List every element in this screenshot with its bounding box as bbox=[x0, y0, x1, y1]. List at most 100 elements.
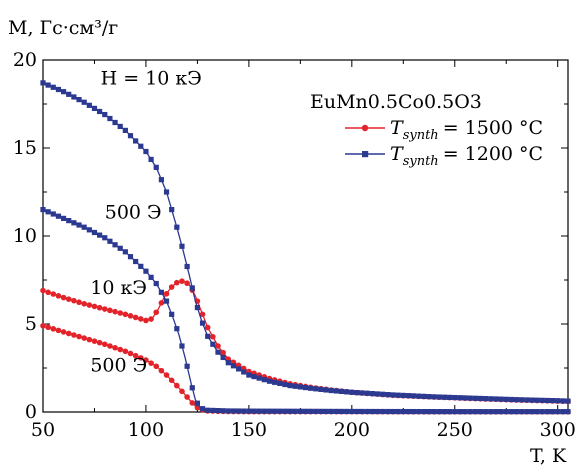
legend-title: EuMn0.5Co0.5O3 bbox=[310, 91, 482, 113]
data-point bbox=[256, 408, 262, 414]
data-point bbox=[112, 242, 118, 248]
data-point bbox=[107, 307, 113, 314]
data-point bbox=[91, 303, 98, 310]
data-point bbox=[400, 392, 406, 399]
data-point bbox=[76, 222, 82, 228]
x-tick-label: 100 bbox=[128, 419, 164, 441]
data-point bbox=[168, 377, 175, 384]
data-point bbox=[86, 227, 92, 233]
data-point bbox=[241, 369, 247, 375]
data-point bbox=[416, 393, 422, 399]
data-point bbox=[549, 398, 556, 404]
data-point bbox=[483, 409, 489, 415]
data-point bbox=[519, 409, 525, 415]
data-point bbox=[168, 284, 175, 290]
data-point bbox=[323, 387, 329, 393]
data-point bbox=[184, 363, 190, 369]
data-point bbox=[40, 322, 46, 329]
data-point bbox=[189, 285, 195, 291]
data-point bbox=[380, 408, 386, 415]
data-point bbox=[354, 408, 360, 415]
series-3 bbox=[40, 207, 571, 415]
data-point bbox=[529, 397, 535, 403]
data-point bbox=[544, 409, 551, 415]
data-point bbox=[380, 391, 386, 397]
data-point bbox=[143, 357, 149, 363]
data-point bbox=[86, 336, 93, 343]
data-point bbox=[133, 258, 139, 265]
data-point bbox=[65, 330, 72, 337]
data-point bbox=[138, 263, 144, 269]
data-point bbox=[555, 398, 561, 404]
data-point bbox=[364, 390, 370, 396]
data-point bbox=[529, 409, 535, 415]
data-point bbox=[565, 398, 571, 404]
data-point bbox=[50, 211, 56, 217]
data-point bbox=[266, 408, 273, 414]
data-point bbox=[132, 314, 139, 321]
data-point bbox=[86, 102, 92, 108]
data-point bbox=[488, 396, 494, 402]
data-point bbox=[416, 408, 422, 415]
data-point bbox=[86, 302, 93, 308]
series-line bbox=[42, 209, 568, 413]
data-point bbox=[220, 408, 226, 414]
data-point bbox=[251, 408, 257, 414]
data-point bbox=[60, 294, 67, 301]
data-point bbox=[261, 377, 267, 383]
data-point bbox=[534, 397, 540, 403]
y-tick-label: 10 bbox=[13, 225, 37, 247]
data-point bbox=[143, 317, 149, 324]
data-point bbox=[148, 274, 154, 280]
data-point bbox=[447, 409, 453, 415]
data-point bbox=[91, 338, 98, 344]
data-point bbox=[467, 395, 473, 401]
data-point bbox=[55, 213, 62, 219]
data-point bbox=[45, 324, 51, 331]
data-point bbox=[483, 396, 489, 402]
data-point bbox=[328, 387, 334, 394]
data-point bbox=[364, 408, 370, 415]
data-point bbox=[395, 408, 401, 415]
data-point bbox=[560, 398, 566, 404]
data-point bbox=[441, 409, 448, 415]
data-point bbox=[96, 339, 103, 346]
data-point bbox=[302, 384, 309, 391]
data-point bbox=[153, 164, 159, 170]
data-point bbox=[390, 392, 396, 398]
data-point bbox=[179, 343, 185, 349]
data-point bbox=[508, 396, 514, 403]
data-point bbox=[555, 409, 561, 415]
y-tick-label: 0 bbox=[25, 401, 37, 423]
data-point bbox=[359, 408, 365, 415]
data-point bbox=[117, 245, 123, 251]
data-point bbox=[163, 372, 170, 378]
legend-marker bbox=[361, 124, 369, 132]
data-point bbox=[127, 313, 134, 319]
data-point bbox=[508, 409, 514, 415]
data-point bbox=[76, 333, 82, 340]
data-point bbox=[117, 310, 124, 316]
data-point bbox=[472, 395, 478, 401]
data-point bbox=[210, 407, 216, 414]
data-point bbox=[210, 333, 216, 340]
data-point bbox=[158, 300, 165, 306]
data-point bbox=[333, 388, 339, 394]
data-point bbox=[174, 382, 180, 389]
data-point bbox=[328, 408, 334, 415]
data-point bbox=[215, 343, 221, 349]
data-point bbox=[148, 156, 154, 163]
data-point bbox=[297, 408, 303, 414]
data-point bbox=[91, 229, 98, 236]
data-point bbox=[318, 386, 324, 392]
data-point bbox=[308, 385, 314, 391]
x-tick-label: 200 bbox=[334, 419, 370, 441]
data-point bbox=[215, 349, 221, 355]
legend-marker bbox=[362, 151, 369, 158]
data-point bbox=[189, 400, 196, 406]
data-point bbox=[405, 393, 412, 399]
data-point bbox=[60, 89, 67, 95]
data-point bbox=[60, 215, 67, 221]
data-point bbox=[513, 409, 520, 415]
data-point bbox=[462, 395, 468, 401]
